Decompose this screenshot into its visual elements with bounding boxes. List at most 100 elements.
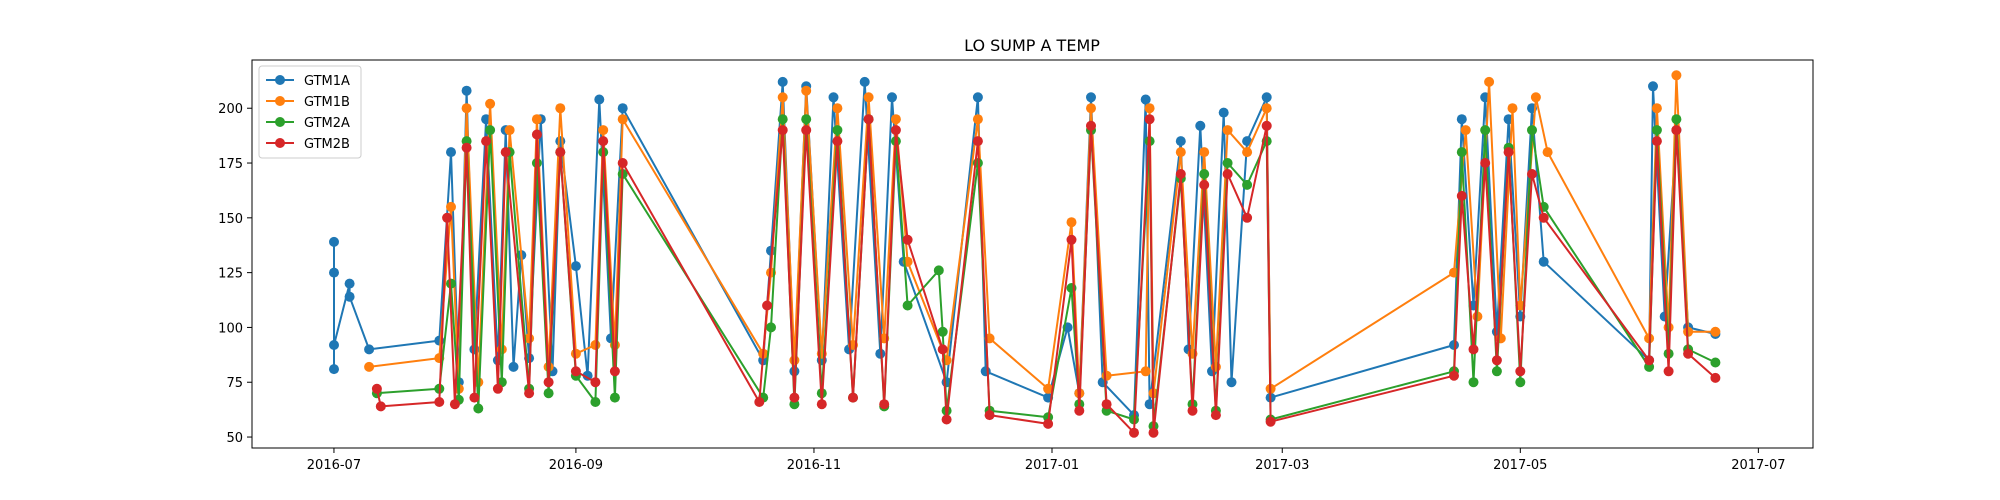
data-point [1144, 114, 1155, 125]
data-point [1226, 377, 1237, 388]
x-tick-label: 2016-07 [307, 458, 361, 473]
data-point [1218, 107, 1229, 118]
data-point [329, 236, 339, 247]
data-point [1651, 125, 1662, 136]
data-point [1074, 405, 1085, 416]
data-point [1480, 125, 1491, 136]
series-gtm2b [371, 114, 1721, 438]
data-point [1144, 103, 1155, 114]
data-point [902, 300, 913, 311]
x-tick-label: 2017-07 [1731, 458, 1785, 473]
data-point [766, 322, 776, 333]
data-point [879, 399, 890, 410]
data-point [1468, 377, 1479, 388]
data-point [859, 76, 870, 87]
data-point [801, 85, 812, 96]
data-point [1242, 212, 1253, 223]
legend-label: GTM1A [304, 74, 350, 89]
data-point [937, 344, 948, 355]
data-point [492, 383, 503, 394]
legend-item: GTM2A [266, 116, 350, 131]
data-point [754, 397, 765, 407]
data-point [1538, 212, 1549, 223]
data-point [1507, 103, 1518, 114]
data-point [1175, 147, 1186, 158]
data-point [531, 129, 542, 140]
data-point [485, 98, 496, 109]
data-point [1261, 92, 1272, 103]
data-point [1663, 366, 1674, 377]
data-point [828, 92, 839, 103]
data-point [1066, 283, 1077, 293]
x-tick-label: 2016-09 [549, 458, 603, 473]
data-point [1644, 355, 1655, 366]
data-point [1456, 147, 1467, 158]
data-point [933, 265, 944, 276]
data-point [555, 147, 566, 158]
data-point [442, 212, 453, 223]
data-point [609, 392, 620, 403]
data-point [371, 383, 382, 394]
data-point [875, 348, 886, 359]
data-point [617, 114, 628, 125]
data-point [1140, 94, 1151, 105]
data-point [1222, 158, 1233, 168]
data-point [941, 414, 952, 425]
chart-title: LO SUMP A TEMP [964, 36, 1100, 55]
data-point [446, 201, 456, 212]
legend-label: GTM2B [304, 137, 350, 152]
data-point [1460, 125, 1471, 136]
data-point [1242, 179, 1253, 190]
data-point [617, 158, 628, 168]
y-axis: 50 75 100 125 150 175 200 [218, 102, 252, 446]
data-point [890, 125, 901, 136]
data-point [890, 114, 901, 125]
data-point [1527, 125, 1537, 136]
data-point [1538, 256, 1549, 267]
data-point [801, 125, 812, 136]
legend: GTM1A GTM1B GTM2A GTM2B [258, 65, 362, 159]
data-point [1484, 76, 1495, 87]
data-point [887, 92, 897, 103]
data-point [1480, 158, 1491, 168]
data-point [777, 114, 788, 125]
data-point [375, 401, 386, 412]
data-point [1530, 92, 1541, 103]
data-point [1144, 399, 1155, 410]
data-point [1187, 405, 1198, 416]
data-point [789, 366, 800, 377]
data-point [1449, 370, 1459, 381]
series-line [375, 118, 1717, 434]
data-point [1101, 370, 1112, 381]
data-point [590, 340, 601, 350]
data-point [777, 92, 788, 103]
data-point [500, 147, 511, 158]
data-point [508, 361, 519, 372]
data-point [1261, 120, 1272, 131]
data-point [1242, 136, 1253, 147]
data-point [801, 114, 812, 125]
data-point [1515, 377, 1526, 388]
data-point [504, 125, 515, 136]
data-point [344, 278, 355, 289]
data-point [902, 234, 913, 245]
data-point [1242, 147, 1253, 158]
data-point [434, 397, 445, 407]
data-point [461, 103, 472, 114]
data-point [555, 103, 566, 114]
data-point [1491, 366, 1502, 377]
data-point [1222, 169, 1233, 179]
data-point [863, 92, 874, 103]
data-point [1456, 114, 1467, 125]
data-point [555, 136, 566, 147]
data-point [1066, 234, 1077, 245]
data-point [1503, 147, 1514, 158]
data-point [531, 114, 542, 125]
data-point [543, 377, 554, 388]
y-tick-label: 75 [226, 376, 243, 391]
y-tick-label: 125 [218, 267, 243, 282]
x-tick-label: 2017-01 [1025, 458, 1079, 473]
x-tick-label: 2017-05 [1493, 458, 1547, 473]
data-point [1086, 120, 1096, 131]
data-point [1148, 427, 1159, 438]
